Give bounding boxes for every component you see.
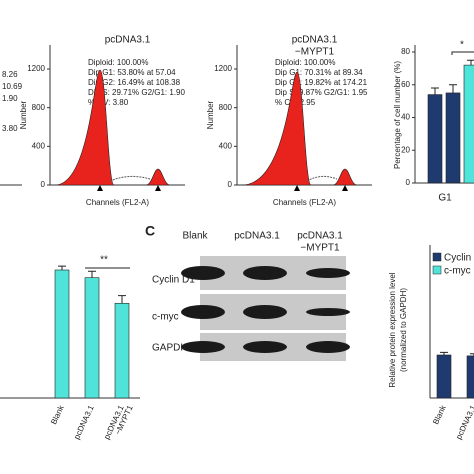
error-bar — [431, 87, 439, 95]
bar — [445, 92, 461, 184]
fragment-stat: 3.80 — [2, 124, 18, 133]
y-tick-label: 80 — [401, 47, 410, 56]
histogram-title: pcDNA3.1 — [105, 35, 151, 46]
histogram-peak — [241, 71, 312, 186]
bar — [427, 94, 443, 184]
y-tick-label: 0 — [228, 180, 233, 189]
y-label: Percentage of cell number (%) — [393, 61, 402, 169]
x-tick-label: Blank — [431, 403, 448, 426]
fragment-stat: 10.69 — [2, 82, 23, 91]
stat-line: % CV: 3.80 — [88, 98, 129, 107]
band — [243, 341, 287, 353]
row-label: GAPDH — [152, 343, 188, 354]
x-tick-label: G1 — [438, 193, 452, 204]
y-tick-label: 400 — [32, 141, 46, 150]
bar — [436, 354, 452, 399]
stat-line: Dip S: 9.87% G2/G1: 1.95 — [275, 88, 368, 97]
sig-bracket — [451, 51, 474, 55]
band — [306, 268, 350, 278]
legend-label: Cyclin D1 — [444, 253, 474, 264]
y-tick-label: 800 — [219, 103, 233, 112]
error-bar — [118, 295, 126, 304]
y-tick-label: 1200 — [27, 64, 45, 73]
band — [306, 308, 350, 316]
peak-marker — [342, 185, 348, 191]
stat-line: Dip G1: 53.80% at 57.04 — [88, 68, 176, 77]
x-label: Channels (FL2-A) — [273, 198, 336, 207]
bar — [54, 269, 70, 399]
peak-marker — [97, 185, 103, 191]
bar — [463, 64, 474, 184]
histogram-peak — [332, 168, 358, 186]
lane-label: Blank — [182, 231, 208, 242]
significance: * — [460, 40, 464, 51]
significance: ** — [100, 255, 108, 266]
lane-label: pcDNA3.1 — [297, 231, 343, 242]
y-tick-label: 1200 — [214, 64, 232, 73]
band — [243, 266, 287, 280]
stat-line: Diploid: 100.00% — [275, 58, 335, 67]
y-label: (normalized to GAPDH) — [399, 288, 408, 372]
y-tick-label: 60 — [401, 80, 410, 89]
band — [181, 341, 225, 353]
x-label: Channels (FL2-A) — [86, 198, 149, 207]
histogram-peak — [145, 168, 171, 186]
band — [181, 305, 225, 319]
peak-marker — [155, 185, 161, 191]
y-label: Number — [19, 100, 28, 129]
y-tick-label: 0 — [406, 178, 411, 187]
stat-line: Dip S: 29.71% G2/G1: 1.90 — [88, 88, 185, 97]
band — [306, 341, 350, 353]
histogram-s — [109, 175, 151, 182]
error-bar — [440, 351, 448, 355]
histogram-peak — [54, 69, 115, 186]
band — [243, 305, 287, 319]
bar — [466, 355, 474, 399]
y-label: Number — [206, 100, 215, 129]
stat-line: Diploid: 100.00% — [88, 58, 148, 67]
histogram-s — [306, 175, 338, 182]
legend-swatch — [432, 265, 442, 275]
y-tick-label: 0 — [41, 180, 46, 189]
error-bar — [88, 270, 96, 278]
error-bar — [58, 265, 66, 270]
fragment-stat: 1.90 — [2, 94, 18, 103]
lane-label: pcDNA3.1 — [234, 231, 280, 242]
error-bar — [449, 84, 457, 93]
error-bar — [467, 59, 474, 66]
histogram-title: −MYPT1 — [295, 47, 335, 58]
y-label: Relative protein expression level — [388, 272, 397, 387]
band — [181, 266, 225, 280]
bar — [84, 277, 100, 399]
y-tick-label: 40 — [401, 113, 410, 122]
panel-label: C — [145, 223, 155, 239]
histogram-title: pcDNA3.1 — [292, 35, 338, 46]
x-tick-label: pcDNA3.1 — [72, 403, 96, 440]
row-label: c-myc — [152, 312, 179, 323]
peak-marker — [294, 185, 300, 191]
stat-line: Dip G2: 19.82% at 174.21 — [275, 78, 368, 87]
bar — [114, 302, 130, 399]
lane-label: −MYPT1 — [300, 243, 340, 254]
fragment-stat: 8.26 — [2, 70, 18, 79]
stat-line: Dip G2: 16.49% at 108.38 — [88, 78, 181, 87]
y-tick-label: 20 — [401, 145, 410, 154]
legend-swatch — [432, 252, 442, 262]
error-bar — [470, 353, 474, 356]
row-label: Cyclin D1 — [152, 275, 195, 286]
y-tick-label: 800 — [32, 103, 46, 112]
y-tick-label: 400 — [219, 141, 233, 150]
x-tick-label: pcDNA3.1 — [454, 403, 474, 440]
x-tick-label: Blank — [49, 403, 66, 426]
legend-label: c-myc — [444, 266, 471, 277]
stat-line: Dip G1: 70.31% at 89.34 — [275, 68, 363, 77]
